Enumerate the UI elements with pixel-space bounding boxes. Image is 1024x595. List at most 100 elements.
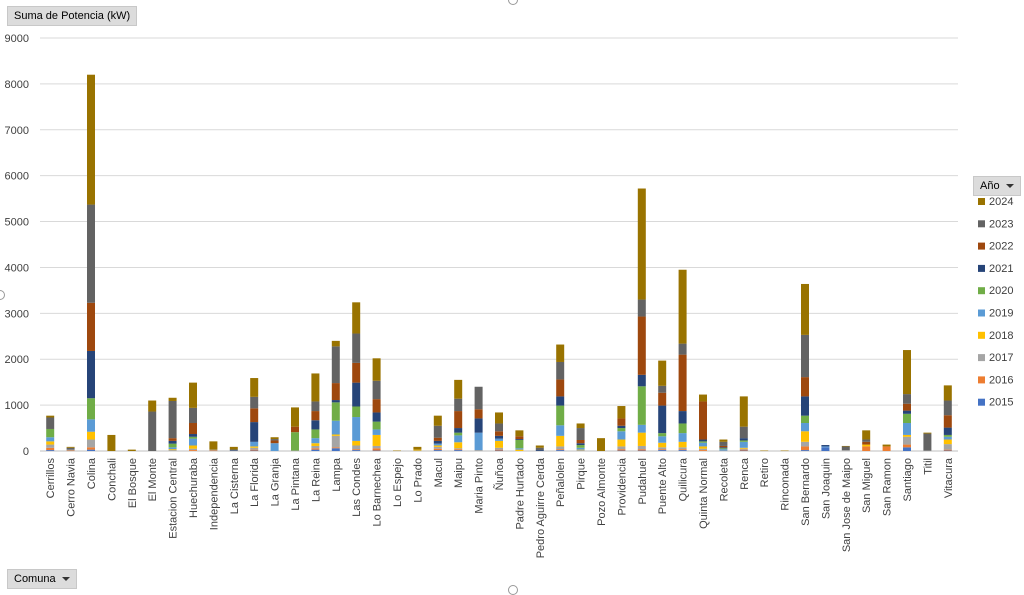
bar-segment <box>46 415 55 418</box>
bar-segment <box>943 434 952 437</box>
x-tick-label: Quinta Normal <box>698 458 710 529</box>
bar-segment <box>393 450 401 452</box>
bar-segment <box>862 439 871 442</box>
bar-segment <box>699 448 707 451</box>
legend-entry[interactable]: 2015 <box>989 397 1013 409</box>
bar-segment <box>495 449 503 451</box>
bar-segment <box>862 430 871 440</box>
bar-segment <box>454 450 463 451</box>
bar-segment <box>801 446 809 451</box>
bar-segment <box>495 440 503 448</box>
legend-entry[interactable]: 2020 <box>989 285 1013 297</box>
legend-entry[interactable]: 2021 <box>989 263 1013 275</box>
y-tick-label: 3000 <box>5 308 29 320</box>
bar-segment <box>107 434 116 451</box>
bar-segment <box>699 442 707 447</box>
legend-swatch <box>978 398 985 406</box>
category-field-label: Comuna <box>14 573 56 585</box>
legend-field-button[interactable]: Año <box>973 176 1021 196</box>
bar-segment <box>413 450 422 452</box>
bar-segment <box>209 449 218 451</box>
bar-segment <box>535 445 544 448</box>
x-tick-label: Maipu <box>453 458 465 488</box>
bar-segment <box>903 413 911 424</box>
bar-segment <box>637 450 646 452</box>
bar-segment <box>46 428 55 438</box>
bar-segment <box>637 449 646 451</box>
bar-segment <box>311 429 320 439</box>
bar-segment <box>862 441 871 445</box>
bar-segment <box>943 415 952 428</box>
x-tick-label: San Ramon <box>882 458 894 516</box>
bar-segment <box>699 450 707 451</box>
bar-segment <box>229 446 238 450</box>
bar-segment <box>66 447 75 450</box>
bar-segment <box>413 449 422 451</box>
bar-segment <box>474 409 483 419</box>
y-tick-label: 2000 <box>5 354 29 366</box>
bar-segment <box>311 373 320 402</box>
bar-segment <box>841 450 850 451</box>
legend-entry[interactable]: 2019 <box>989 308 1013 320</box>
bar-segment <box>556 449 565 451</box>
bar-segment <box>801 431 809 442</box>
legend-entry[interactable]: 2018 <box>989 330 1013 342</box>
bar-segment <box>739 396 748 427</box>
bar-segment <box>617 418 626 426</box>
x-tick-label: Maria Pinto <box>474 458 486 514</box>
bar-segment <box>943 427 952 435</box>
bar-segment <box>943 439 952 445</box>
bar-segment <box>556 450 565 451</box>
bar-segment <box>699 394 707 402</box>
bar-segment <box>576 445 585 448</box>
bar-segment <box>352 449 361 451</box>
legend-entry[interactable]: 2017 <box>989 352 1013 364</box>
bar-segment <box>678 343 687 355</box>
bar-segment <box>739 447 748 449</box>
bar-segment <box>250 450 259 452</box>
x-tick-label: Colina <box>86 457 98 489</box>
bar-segment <box>331 340 340 347</box>
value-field-button[interactable]: Suma de Potencia (kW) <box>7 6 138 26</box>
bar-segment <box>556 361 565 380</box>
bar-segment <box>801 415 809 424</box>
bar-segment <box>617 449 626 451</box>
bar-segment <box>658 447 667 450</box>
bar-segment <box>46 441 55 445</box>
bar-segment <box>515 439 524 449</box>
bar-segment <box>250 408 259 423</box>
bar-segment <box>433 448 442 451</box>
x-tick-label: San Bernardo <box>800 458 812 526</box>
bar-segment <box>331 383 340 401</box>
bar-segment <box>556 425 565 436</box>
bar-segment <box>189 448 197 451</box>
bar-segment <box>46 450 55 451</box>
bar-segment <box>189 434 197 437</box>
bar-segment <box>311 449 320 451</box>
bar-segment <box>474 386 483 410</box>
legend-swatch <box>978 354 985 362</box>
bar-segment <box>352 333 361 363</box>
bar-segment <box>372 380 381 400</box>
x-tick-label: Macul <box>433 458 445 487</box>
bar-segment <box>576 450 585 451</box>
legend-entry[interactable]: 2022 <box>989 241 1013 253</box>
legend-entry[interactable]: 2024 <box>989 196 1013 208</box>
bar-segment <box>903 444 911 448</box>
bar-segment <box>168 450 177 451</box>
bar-segment <box>209 441 218 450</box>
x-tick-label: San Jose de Maipo <box>841 458 853 552</box>
legend-entry[interactable]: 2023 <box>989 218 1013 230</box>
bar-segment <box>739 448 748 450</box>
bar-segment <box>658 442 667 448</box>
bar-segment <box>576 447 585 450</box>
legend-entry[interactable]: 2016 <box>989 374 1013 386</box>
bar-segment <box>719 447 728 449</box>
bar-segment <box>801 441 809 447</box>
bar-segment <box>923 432 932 434</box>
category-field-button[interactable]: Comuna <box>7 569 77 589</box>
value-field-label: Suma de Potencia (kW) <box>14 10 131 22</box>
bar-segment <box>168 443 177 448</box>
bar-segment <box>168 397 177 401</box>
x-tick-label: El Monte <box>147 458 159 501</box>
